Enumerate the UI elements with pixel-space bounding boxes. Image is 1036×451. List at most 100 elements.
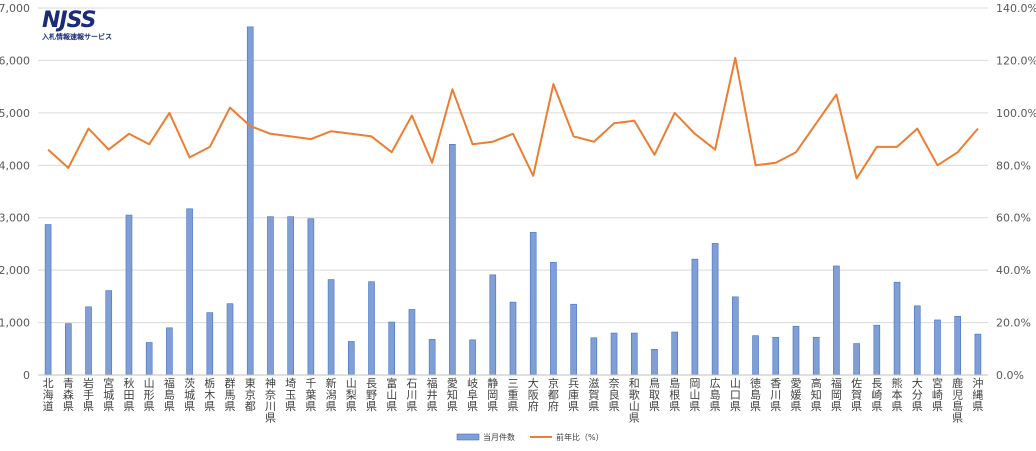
bar bbox=[792, 325, 800, 376]
bar bbox=[711, 243, 719, 376]
category-label: 岩手県 bbox=[83, 376, 94, 413]
left-tick-label: 6,000 bbox=[0, 54, 30, 67]
category-label: 熊本県 bbox=[892, 376, 903, 413]
bar bbox=[166, 327, 173, 376]
category-label: 沖縄県 bbox=[972, 377, 983, 413]
right-tick-label: 20.0% bbox=[996, 317, 1031, 330]
bar bbox=[186, 208, 193, 376]
category-label: 福島県 bbox=[164, 376, 175, 413]
category-label: 宮崎県 bbox=[932, 376, 943, 413]
category-label: 徳島県 bbox=[750, 377, 761, 413]
bar bbox=[489, 274, 497, 376]
left-tick-label: 0 bbox=[23, 369, 30, 382]
category-label: 栃木県 bbox=[204, 376, 215, 413]
right-tick-label: 40.0% bbox=[996, 264, 1031, 277]
category-label: 鹿児島県 bbox=[952, 376, 963, 425]
category-label: 兵庫県 bbox=[568, 377, 579, 413]
bar bbox=[226, 303, 234, 376]
bar bbox=[833, 265, 840, 376]
bar bbox=[287, 216, 294, 376]
bar bbox=[85, 306, 92, 376]
category-label: 千葉県 bbox=[305, 377, 316, 413]
category-label: 山口県 bbox=[730, 377, 741, 413]
bar bbox=[347, 341, 355, 376]
bar-series bbox=[44, 26, 982, 376]
bar bbox=[630, 332, 638, 376]
bar bbox=[974, 333, 982, 376]
category-label: 山梨県 bbox=[346, 377, 357, 413]
legend-line-label: 前年比（%） bbox=[556, 432, 604, 442]
bar bbox=[954, 315, 961, 376]
category-label: 静岡県 bbox=[487, 376, 498, 413]
bar bbox=[934, 319, 941, 376]
category-labels: 北海道青森県岩手県宮城県秋田県山形県福島県茨城県栃木県群馬県東京都神奈川県埼玉県… bbox=[43, 376, 984, 425]
category-label: 茨城県 bbox=[184, 376, 195, 413]
category-label: 鳥取県 bbox=[649, 376, 660, 413]
bar bbox=[246, 26, 254, 376]
bar bbox=[105, 290, 113, 376]
bar bbox=[691, 258, 699, 376]
legend: 当月件数 前年比（%） bbox=[456, 432, 604, 442]
bar bbox=[812, 336, 820, 376]
bar bbox=[570, 303, 577, 376]
bar bbox=[772, 336, 780, 376]
right-tick-label: 120.0% bbox=[996, 54, 1036, 67]
right-tick-label: 140.0% bbox=[996, 2, 1036, 15]
category-label: 福井県 bbox=[427, 376, 438, 413]
logo-subtitle: 入札情報速報サービス bbox=[42, 33, 112, 41]
category-label: 佐賀県 bbox=[851, 376, 862, 413]
bar bbox=[550, 261, 557, 376]
bar bbox=[893, 281, 901, 376]
category-label: 岐阜県 bbox=[467, 377, 478, 413]
left-tick-label: 5,000 bbox=[0, 107, 30, 120]
category-label: 神奈川県 bbox=[265, 376, 276, 425]
logo-text: NJSS bbox=[42, 8, 97, 33]
category-label: 奈良県 bbox=[609, 376, 620, 413]
left-tick-label: 2,000 bbox=[0, 264, 30, 277]
bar bbox=[469, 339, 476, 376]
category-label: 大阪府 bbox=[528, 376, 539, 413]
category-label: 群馬県 bbox=[225, 376, 236, 413]
bar bbox=[529, 232, 537, 376]
category-label: 広島県 bbox=[710, 377, 721, 413]
category-label: 秋田県 bbox=[123, 376, 134, 413]
category-label: 山形県 bbox=[144, 377, 155, 413]
bar bbox=[327, 279, 335, 376]
bar bbox=[913, 305, 921, 376]
category-label: 宮城県 bbox=[103, 376, 114, 413]
bar bbox=[509, 301, 517, 376]
left-axis-ticks: 0 1,000 2,000 3,000 4,000 5,000 6,000 7,000 bbox=[0, 2, 30, 382]
bar bbox=[408, 309, 416, 376]
right-tick-label: 80.0% bbox=[996, 159, 1031, 172]
bar bbox=[307, 218, 315, 376]
category-label: 大分県 bbox=[912, 376, 923, 413]
right-tick-label: 100.0% bbox=[996, 107, 1036, 120]
bar bbox=[145, 342, 153, 376]
category-label: 長野県 bbox=[366, 377, 377, 413]
left-tick-label: 3,000 bbox=[0, 212, 30, 225]
category-label: 京都府 bbox=[548, 376, 559, 413]
bar bbox=[44, 224, 52, 376]
bar bbox=[388, 321, 396, 376]
bar bbox=[752, 335, 759, 376]
bar bbox=[449, 144, 456, 376]
left-tick-label: 7,000 bbox=[0, 2, 30, 15]
bar bbox=[732, 296, 739, 376]
category-label: 長崎県 bbox=[871, 377, 882, 413]
category-label: 富山県 bbox=[386, 376, 397, 413]
bar bbox=[671, 331, 679, 376]
category-label: 島根県 bbox=[669, 376, 680, 413]
left-tick-label: 4,000 bbox=[0, 159, 30, 172]
category-label: 東京都 bbox=[245, 377, 256, 413]
line-series bbox=[47, 56, 979, 180]
bar bbox=[853, 343, 860, 376]
category-label: 青森県 bbox=[63, 377, 74, 413]
category-label: 埼玉県 bbox=[285, 376, 296, 413]
category-label: 三重県 bbox=[508, 377, 519, 413]
bar bbox=[590, 337, 598, 376]
bar bbox=[428, 339, 436, 376]
yoy-line bbox=[47, 56, 979, 180]
category-label: 新潟県 bbox=[326, 376, 337, 413]
category-label: 和歌山県 bbox=[629, 377, 640, 425]
